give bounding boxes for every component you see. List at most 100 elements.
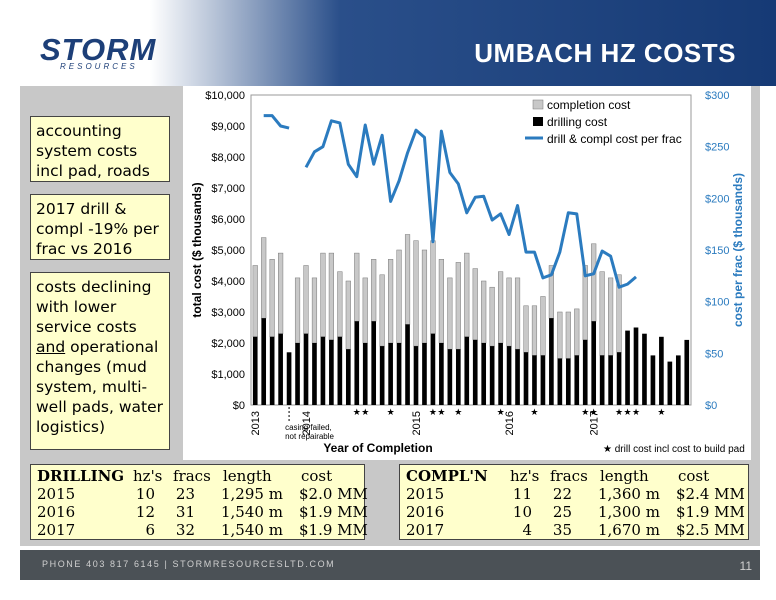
company-logo-subtitle: RESOURCES — [60, 62, 138, 71]
footer-contact: PHONE 403 817 6145 | STORMRESOURCESLTD.C… — [42, 559, 336, 569]
drilling-hz: 12 — [135, 503, 155, 521]
drilling-bar — [481, 343, 487, 405]
completion-year: 2017 — [406, 521, 445, 539]
cost-chart-svg: $0 $1,000 $2,000 $3,000 $4,000 $5,000 $6,000 $7… — [190, 90, 745, 455]
drilling-bar — [625, 330, 630, 405]
drilling-year: 2016 — [37, 503, 76, 521]
completion-bar — [362, 277, 368, 344]
y-tick-label: $3,000 — [211, 307, 245, 319]
drilling-bar — [396, 343, 402, 405]
drilling-bar — [557, 358, 563, 405]
pad-cost-star: ★ — [353, 407, 361, 417]
drilling-bar — [303, 333, 309, 405]
drilling-length: 1,295 m — [221, 485, 283, 503]
pad-cost-star: ★ — [387, 407, 395, 417]
drilling-bar — [312, 343, 317, 405]
table-row: 2015 10 23 1,295 m $2.0 MM — [31, 485, 368, 503]
drilling-bar — [413, 346, 419, 405]
completion-length: 1,360 m — [598, 485, 660, 503]
table-row: 2016 12 31 1,540 m $1.9 MM — [31, 503, 368, 521]
completion-bar — [472, 268, 478, 341]
completion-bar — [278, 252, 284, 334]
completion-header-hz: hz's — [510, 467, 540, 485]
drilling-bar — [320, 336, 326, 405]
completion-cost: $2.5 MM — [676, 521, 745, 539]
drilling-fracs: 31 — [175, 503, 195, 521]
completion-length: 1,670 m — [598, 521, 660, 539]
completion-fracs: 22 — [552, 485, 572, 503]
completion-bar — [430, 240, 436, 334]
casing-annotation: casing failed, — [285, 423, 332, 432]
y-tick-label: $6,000 — [211, 214, 245, 226]
pad-cost-star: ★ — [530, 407, 538, 417]
drilling-bar — [278, 333, 283, 405]
y2-tick-label: $0 — [705, 400, 717, 412]
table-row: 2015 11 22 1,360 m $2.4 MM — [400, 485, 748, 503]
completion-length: 1,300 m — [598, 503, 660, 521]
completion-bar — [557, 311, 563, 359]
drilling-bar — [464, 336, 470, 405]
drilling-bar — [354, 321, 360, 405]
pad-cost-star: ★ — [590, 407, 598, 417]
completion-bar — [438, 259, 444, 344]
completion-header-label: COMPL'N — [406, 467, 488, 485]
completion-bar — [514, 277, 521, 350]
table-row: 2017 4 35 1,670 m $2.5 MM — [400, 521, 748, 539]
drilling-bar — [388, 343, 393, 405]
casing-annotation: not repairable — [285, 432, 334, 441]
drilling-header-cost: cost — [301, 467, 333, 485]
y-tick-label: $4,000 — [211, 276, 245, 288]
drilling-year: 2017 — [37, 521, 76, 539]
drilling-header-hz: hz's — [133, 467, 163, 485]
drilling-bar — [642, 333, 647, 405]
drilling-bar — [362, 343, 368, 405]
drilling-bar — [599, 355, 605, 405]
drilling-cost: $1.9 MM — [299, 503, 368, 521]
header: STORM RESOURCES UMBACH HZ COSTS — [0, 0, 776, 86]
drilling-bar — [565, 358, 571, 405]
completion-header-length: length — [600, 467, 649, 485]
drilling-bar — [582, 339, 588, 405]
legend-label-completion: completion cost — [547, 98, 631, 112]
drilling-bar — [447, 349, 453, 405]
drilling-bar — [574, 355, 580, 405]
y2-tick-label: $250 — [705, 142, 729, 154]
drilling-bar — [371, 321, 377, 405]
drilling-bar — [329, 339, 334, 405]
pad-cost-star: ★ — [437, 407, 445, 417]
completion-bar — [523, 305, 529, 353]
completion-bar — [252, 265, 258, 338]
drilling-bar — [489, 346, 495, 405]
drilling-table-header: DRILLING hz's fracs length cost — [31, 467, 364, 485]
completion-bar — [388, 259, 394, 344]
y2-tick-label: $300 — [705, 90, 729, 102]
completion-bar — [591, 243, 597, 322]
pad-cost-star: ★ — [615, 407, 623, 417]
footer: PHONE 403 817 6145 | STORMRESOURCESLTD.C… — [20, 550, 760, 580]
completion-bar — [379, 274, 385, 347]
y2-tick-label: $100 — [705, 297, 729, 309]
completion-bar — [574, 308, 580, 356]
drilling-bar — [675, 355, 681, 405]
completion-bar — [447, 277, 453, 350]
drilling-bar — [379, 346, 385, 405]
y-tick-label: $1,000 — [211, 369, 245, 381]
drilling-bar — [616, 352, 622, 405]
drilling-bar — [506, 346, 512, 405]
pad-cost-star: ★ — [581, 407, 589, 417]
drilling-bar — [405, 324, 410, 405]
completion-bar — [498, 271, 504, 344]
completion-bar — [354, 252, 360, 322]
drilling-bar — [515, 349, 520, 405]
drilling-bar — [523, 352, 529, 405]
completion-bar — [531, 305, 538, 356]
completion-bar — [599, 271, 605, 356]
y-tick-label: $10,000 — [205, 90, 245, 102]
completion-table-header: COMPL'N hz's fracs length cost — [400, 467, 748, 485]
completion-bar — [320, 252, 326, 338]
y2-tick-label: $200 — [705, 193, 729, 205]
note-costs-declining: costs declining with lower service costs… — [30, 272, 170, 450]
pad-cost-star: ★ — [623, 407, 631, 417]
drilling-bar — [261, 318, 267, 405]
drilling-header-label: DRILLING — [37, 467, 125, 485]
